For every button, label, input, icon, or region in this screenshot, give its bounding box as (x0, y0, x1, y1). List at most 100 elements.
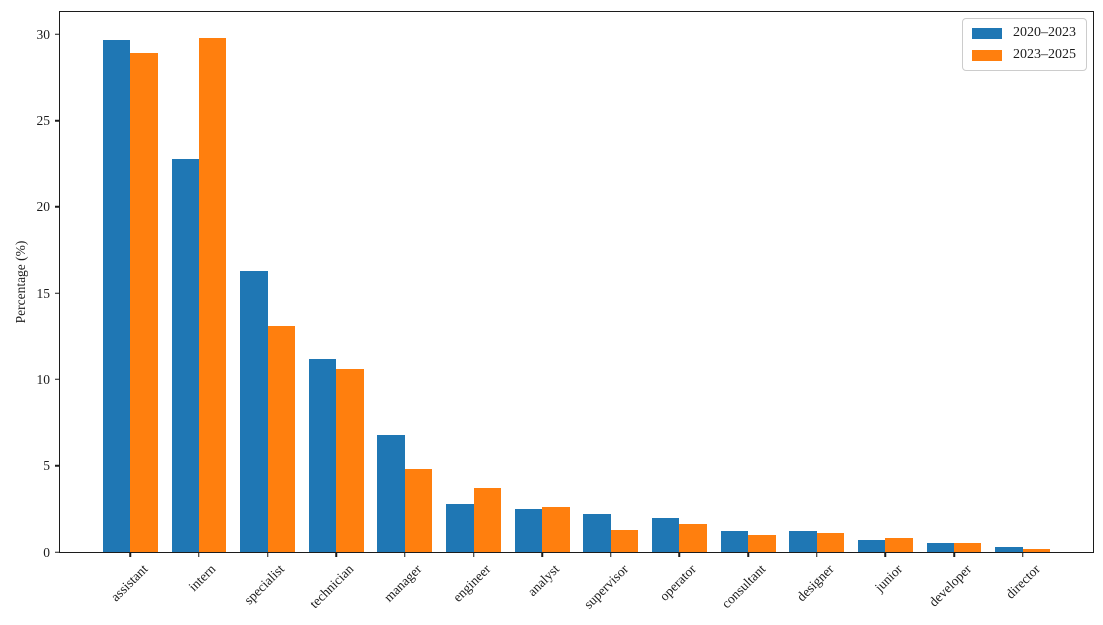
y-axis-label: Percentage (%) (13, 240, 28, 324)
category-group-manager: manager (371, 12, 440, 605)
x-tick-mark (335, 552, 337, 557)
bar-series1-designer (789, 531, 817, 552)
y-tick-30: 30 (36, 26, 60, 42)
category-group-specialist: specialist (233, 12, 302, 607)
x-tick-mark (198, 552, 200, 557)
x-tick-label-developer: developer (925, 561, 974, 610)
x-tick-label-engineer: engineer (449, 561, 494, 605)
x-tick-label-assistant: assistant (107, 561, 151, 605)
bar-series2-assistant (130, 53, 158, 552)
category-group-consultant: consultant (714, 12, 783, 611)
bar-series1-assistant (102, 39, 131, 552)
category-group-analyst: analyst (508, 12, 577, 599)
category-group-developer: developer (920, 12, 989, 610)
bar-series2-junior (885, 538, 913, 552)
x-tick-mark (884, 552, 887, 557)
x-tick-mark (678, 552, 681, 557)
legend: 2020–2023 2023–2025 (962, 18, 1087, 71)
category-group-director: director (988, 12, 1057, 602)
x-tick-label-manager: manager (381, 561, 425, 605)
bar-series2-designer (816, 533, 845, 552)
category-group-intern: intern (165, 12, 234, 594)
x-tick-label-director: director (1002, 561, 1043, 602)
y-tick-mark (55, 33, 60, 36)
x-tick-mark (541, 552, 543, 557)
category-group-engineer: engineer (439, 12, 508, 605)
y-tick-mark (55, 206, 60, 208)
x-tick-mark (610, 552, 612, 557)
y-tick-mark (55, 465, 60, 467)
category-group-supervisor: supervisor (576, 12, 645, 612)
x-tick-label-operator: operator (656, 561, 700, 604)
y-tick-25: 25 (36, 112, 60, 128)
bar-series1-supervisor (583, 514, 611, 552)
bar-series1-intern (171, 158, 199, 552)
bar-series2-consultant (748, 534, 776, 552)
y-tick-20: 20 (36, 199, 60, 215)
bar-series2-developer (954, 543, 982, 552)
category-group-designer: designer (782, 12, 851, 604)
bar-series2-specialist (267, 326, 296, 552)
x-tick-mark (747, 552, 749, 557)
y-tick-5: 5 (43, 459, 60, 473)
bar-series1-junior (857, 539, 886, 552)
category-group-assistant: assistant (96, 12, 165, 604)
category-group-operator: operator (645, 12, 714, 604)
y-tick-mark (55, 119, 60, 122)
y-tick-mark (55, 378, 60, 381)
category-group-junior: junior (851, 12, 920, 595)
legend-label-2023-2025: 2023–2025 (1013, 47, 1076, 62)
bars-container: assistant intern specialist technician manag… (60, 12, 1093, 612)
x-tick-label-intern: intern (185, 561, 219, 595)
bar-series1-specialist (240, 270, 268, 552)
y-tick-label: 30 (36, 26, 51, 42)
x-tick-label-analyst: analyst (524, 561, 563, 599)
legend-label-2020-2023: 2020–2023 (1013, 25, 1076, 40)
x-tick-mark (953, 552, 955, 557)
y-tick-10: 10 (36, 371, 60, 387)
x-tick-label-consultant: consultant (718, 561, 768, 612)
y-tick-label: 5 (43, 458, 50, 473)
y-tick-0: 0 (43, 545, 60, 559)
legend-entry-2020-2023: 2020–2023 (972, 26, 1076, 40)
y-tick-label: 0 (43, 544, 50, 560)
x-tick-label-specialist: specialist (241, 561, 288, 608)
bar-series2-operator (679, 524, 707, 552)
plot-area: 0 5 10 15 20 25 30 assistant intern specialist te… (37, 11, 1094, 612)
x-tick-label-technician: technician (306, 561, 357, 612)
y-tick-15: 15 (36, 285, 60, 301)
x-tick-mark (266, 552, 269, 557)
x-tick-label-designer: designer (793, 561, 837, 605)
x-tick-label-supervisor: supervisor (580, 561, 631, 612)
bar-series1-director (995, 546, 1023, 552)
y-tick-mark (55, 292, 60, 294)
bar-series1-engineer (446, 503, 474, 552)
x-tick-mark (404, 552, 406, 557)
bar-series2-intern (198, 37, 227, 552)
x-tick-mark (472, 552, 475, 557)
bar-series2-analyst (542, 507, 570, 552)
x-tick-mark (129, 552, 132, 557)
bar-series1-operator (651, 517, 680, 552)
bar-series1-developer (926, 543, 954, 552)
y-tick-label: 20 (36, 199, 51, 215)
x-tick-mark (1021, 552, 1024, 557)
bar-series2-engineer (473, 488, 501, 552)
legend-swatch-orange (972, 49, 1002, 61)
bar-series1-consultant (720, 531, 749, 552)
bar-series2-supervisor (610, 529, 639, 552)
legend-entry-2023-2025: 2023–2025 (972, 48, 1076, 62)
x-tick-label-junior: junior (871, 561, 906, 595)
bar-series1-analyst (514, 508, 543, 552)
y-tick-label: 15 (36, 285, 51, 301)
category-group-technician: technician (302, 12, 371, 611)
bar-series2-technician (336, 369, 364, 552)
y-tick-label: 10 (36, 371, 51, 387)
legend-swatch-blue (972, 27, 1002, 39)
x-tick-mark (815, 552, 818, 557)
y-tick-mark (55, 551, 60, 553)
bar-series2-director (1022, 549, 1051, 552)
bar-series1-technician (308, 358, 337, 552)
y-tick-label: 25 (36, 112, 51, 128)
